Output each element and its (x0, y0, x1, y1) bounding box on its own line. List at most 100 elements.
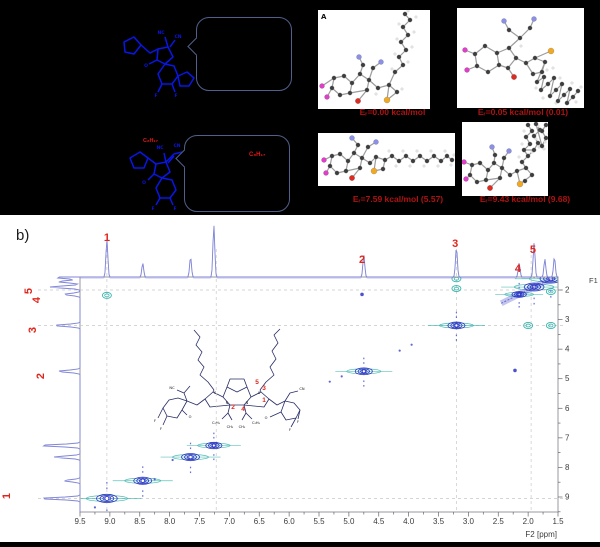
peak-number-top: 2 (359, 254, 365, 266)
peak-number-left: 3 (27, 327, 39, 333)
inset-atom-label: F (289, 428, 291, 432)
svg-text:F: F (154, 93, 157, 99)
peak-number-top: 4 (515, 263, 522, 275)
f1-tick-label: 2 (565, 286, 570, 295)
ball-stick-model-3 (321, 135, 455, 181)
svg-text:F: F (151, 206, 154, 210)
ball-stick-model-2 (462, 16, 583, 106)
inset-atom-label: F (297, 420, 299, 424)
inset-atom-label: F (154, 419, 156, 423)
inset-proton-number: 3 (262, 385, 266, 392)
ball-stick-model-4 (462, 122, 548, 191)
cross-peak-blue (360, 292, 364, 297)
f2-tick-label: 4.0 (403, 517, 415, 526)
speech-bubble-1 (196, 17, 292, 91)
speech-bubble-2: C₈H₁₇ (184, 135, 290, 212)
f1-1d-trace (42, 276, 81, 512)
inset-atom-label: CH₂ (239, 425, 246, 429)
f1-tick-label: 3 (565, 315, 570, 324)
f1-axis-label: F1 [ppm] (589, 276, 600, 285)
energy-caption-3: Eᵣ=7.59 kcal/mol (5.57) (352, 194, 444, 204)
inset-atom-label: CN (299, 387, 305, 391)
minor-spot (93, 506, 97, 509)
svg-text:F: F (174, 93, 177, 99)
minor-spot (171, 458, 174, 462)
panel-marker: A (321, 13, 327, 21)
peak-number-top: 5 (530, 244, 536, 256)
blue-structure-1: NC CN O F F (123, 30, 195, 99)
diagonal-peak (186, 432, 241, 461)
minor-spot (328, 380, 331, 383)
svg-text:CN: CN (173, 143, 180, 149)
f2-tick-label: 8.5 (134, 517, 146, 526)
f1-tick-label: 7 (565, 433, 570, 442)
inset-atom-label: S (258, 391, 261, 395)
panel-b: b) (0, 215, 600, 542)
diagonal-peak (514, 277, 558, 298)
f2-tick-label: 5.5 (313, 517, 325, 526)
panel-b-label: b) (16, 227, 30, 244)
minor-spot (410, 343, 413, 346)
svg-text:NC: NC (156, 145, 164, 151)
cross-peak-teal (101, 291, 112, 299)
inset-atom-label: N (226, 401, 229, 405)
dft-conformer-panel-3 (318, 133, 455, 186)
f1-tick-label: 8 (565, 463, 570, 472)
f2-tick-label: 5.0 (343, 517, 355, 526)
ball-stick-model-1 (319, 10, 418, 104)
peak-number-left: 1 (1, 493, 13, 499)
f2-tick-label: 6.5 (254, 517, 266, 526)
cross-peak-teal (451, 285, 462, 292)
blue-structure-2: NC CN O F F (129, 143, 183, 210)
dft-conformer-panel-2 (457, 8, 584, 108)
energy-caption-1: Eᵣ=0.00 kcal/mol (359, 107, 426, 117)
f2-tick-label: 6.0 (284, 517, 296, 526)
inset-structure: SSNNNCCNOOFFFFC₂H₅C₂H₅CH₂CH₂12345 (154, 328, 305, 432)
f2-tick-label: 3.0 (463, 517, 475, 526)
inset-proton-number: 4 (241, 406, 245, 413)
inset-atom-label: S (214, 391, 217, 395)
diagonal-peak (80, 481, 142, 512)
f2-tick-label: 1.5 (552, 517, 564, 526)
cross-peak-teal (545, 288, 556, 295)
inset-proton-number: 5 (255, 379, 259, 386)
diagonal-peak (427, 311, 485, 341)
svg-text:CN: CN (174, 34, 181, 40)
inset-atom-label: N (246, 401, 249, 405)
f1-tick-label: 9 (565, 492, 570, 501)
inset-atom-label: F (160, 427, 162, 431)
f1-tick-label: 4 (565, 345, 570, 354)
minor-spot (398, 349, 401, 352)
svg-text:O: O (142, 180, 146, 186)
dft-conformer-panel-1: A (318, 10, 430, 109)
inset-atom-label: CH₂ (227, 425, 234, 429)
peak-number-left: 2 (35, 373, 47, 379)
substituent-label: C₈H₁₇ (143, 138, 158, 144)
f2-1d-trace (80, 225, 559, 278)
cross-peak-teal (545, 322, 556, 329)
cross-peak-teal (523, 322, 534, 329)
peak-number-top: 1 (104, 232, 110, 244)
f2-tick-label: 9.0 (104, 517, 116, 526)
cross-peak-teal (451, 277, 462, 283)
f2-tick-label: 7.5 (194, 517, 206, 526)
f2-tick-label: 7.0 (224, 517, 236, 526)
f1-tick-label: 5 (565, 374, 570, 383)
f2-tick-label: 9.5 (74, 517, 86, 526)
inset-atom-label: O (265, 416, 268, 420)
diagonal-peak (160, 442, 221, 474)
dft-conformer-panel-4 (462, 122, 548, 196)
f2-axis-label: F2 [ppm] (525, 530, 557, 539)
f2-tick-label: 2.5 (493, 517, 505, 526)
plot-frame (79, 276, 559, 513)
diagonal-peak (335, 357, 393, 387)
f1-tick-label: 6 (565, 404, 570, 413)
svg-text:F: F (173, 206, 176, 210)
contour-map (80, 277, 558, 512)
noesy-spectrum: SSNNNCCNOOFFFFC₂H₅C₂H₅CH₂CH₂12345 9.59.0… (1, 225, 600, 539)
cross-peak-blue (513, 368, 517, 373)
bubble-substituent-label: C₈H₁₇ (249, 152, 266, 158)
svg-text:O: O (144, 63, 148, 69)
f2-tick-label: 8.0 (164, 517, 176, 526)
